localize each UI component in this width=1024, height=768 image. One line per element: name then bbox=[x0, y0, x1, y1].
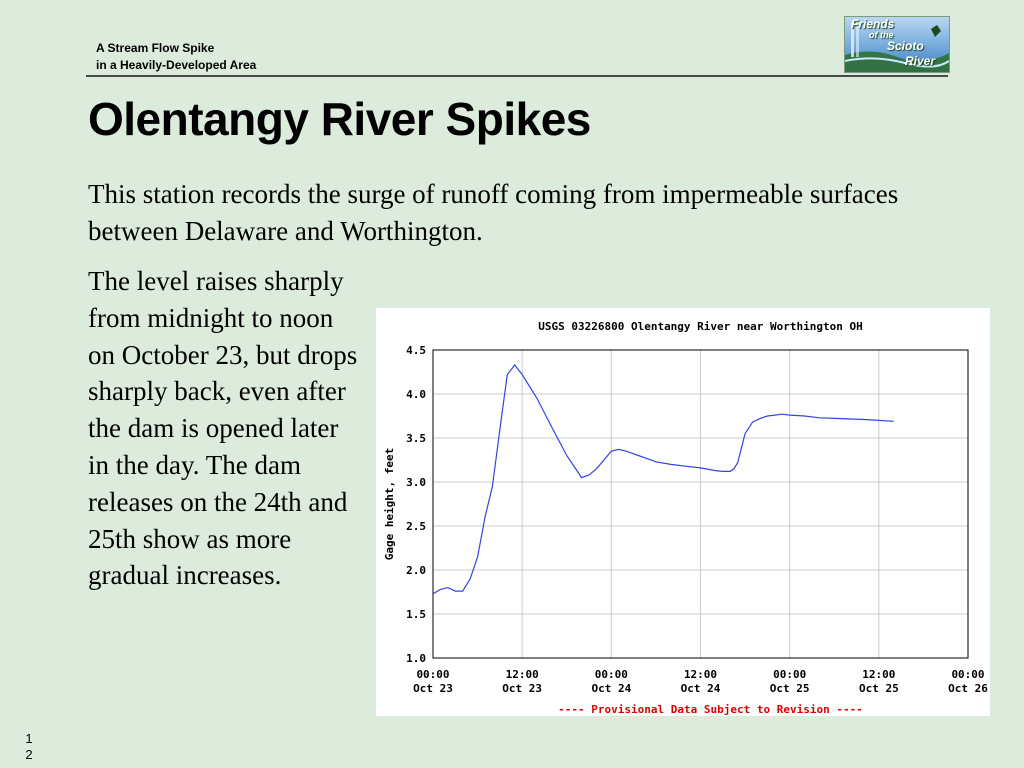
y-tick-label: 4.5 bbox=[406, 344, 426, 357]
x-tick-date-label: Oct 24 bbox=[591, 682, 631, 695]
x-tick-time-label: 00:00 bbox=[416, 668, 449, 681]
x-tick-time-label: 12:00 bbox=[506, 668, 539, 681]
x-tick-time-label: 00:00 bbox=[951, 668, 984, 681]
plot-frame bbox=[432, 349, 969, 659]
x-tick-date-label: Oct 23 bbox=[502, 682, 542, 695]
logo-word-scioto: Scioto bbox=[887, 39, 924, 53]
logo-word-river: River bbox=[905, 54, 936, 68]
logo-word-of-the: of the bbox=[869, 30, 894, 40]
x-tick-time-label: 12:00 bbox=[862, 668, 895, 681]
x-tick-date-label: Oct 24 bbox=[681, 682, 721, 695]
y-tick-label: 3.5 bbox=[406, 432, 426, 445]
y-tick-label: 1.5 bbox=[406, 608, 426, 621]
header-line-1: A Stream Flow Spike bbox=[96, 41, 215, 55]
logo-word-friends: Friends bbox=[851, 17, 895, 31]
gage-height-series-line bbox=[432, 364, 894, 595]
x-tick-time-label: 00:00 bbox=[595, 668, 628, 681]
header-line-2: in a Heavily-Developed Area bbox=[96, 58, 257, 72]
y-tick-label: 1.0 bbox=[406, 652, 426, 665]
logo-graphic bbox=[845, 21, 949, 72]
y-tick-label: 3.0 bbox=[406, 476, 426, 489]
x-tick-date-label: Oct 25 bbox=[770, 682, 810, 695]
chart-title: USGS 03226800 Olentangy River near Worth… bbox=[538, 320, 863, 333]
x-tick-date-label: Oct 25 bbox=[859, 682, 899, 695]
header-subtitle: A Stream Flow Spike in a Heavily-Develop… bbox=[96, 40, 256, 74]
x-tick-time-label: 12:00 bbox=[684, 668, 717, 681]
x-tick-date-label: Oct 23 bbox=[413, 682, 453, 695]
intro-paragraph: This station records the surge of runoff… bbox=[88, 179, 899, 246]
body-paragraph: The level raises sharply from midnight t… bbox=[88, 266, 358, 591]
y-tick-label: 2.5 bbox=[406, 520, 426, 533]
y-tick-label: 2.0 bbox=[406, 564, 426, 577]
x-tick-time-label: 00:00 bbox=[773, 668, 806, 681]
y-tick-label: 4.0 bbox=[406, 388, 426, 401]
chart-svg: USGS 03226800 Olentangy River near Worth… bbox=[383, 320, 988, 716]
y-axis-label: Gage height, feet bbox=[383, 448, 396, 561]
slide-number: 1 2 bbox=[25, 731, 33, 762]
provisional-data-note: ---- Provisional Data Subject to Revisio… bbox=[558, 703, 863, 716]
friends-of-scioto-river-logo: Friends of the Scioto River bbox=[844, 16, 950, 73]
slide-title: Olentangy River Spikes bbox=[88, 93, 591, 145]
x-tick-date-label: Oct 26 bbox=[948, 682, 988, 695]
gage-height-chart: USGS 03226800 Olentangy River near Worth… bbox=[376, 308, 990, 716]
header-divider bbox=[86, 75, 948, 77]
